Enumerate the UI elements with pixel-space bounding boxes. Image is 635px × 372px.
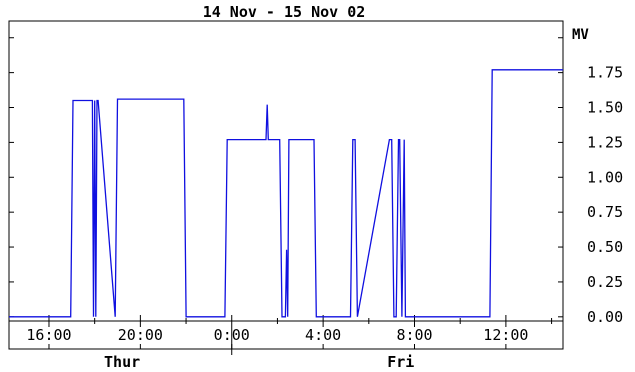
y-tick-label: 0.00 [587,308,623,326]
y-tick-label: 1.75 [587,64,623,82]
chart-title: 14 Nov - 15 Nov 02 [203,3,366,21]
y-axis-label: MV [572,27,589,43]
plot-frame [8,20,564,350]
x-tick-label: 8:00 [396,326,432,344]
x-tick-label: 20:00 [118,326,163,344]
x-axis-ticks: 16:00 20:00 0:00 4:00 8:00 12:00 [26,315,553,355]
y-tick-label: 0.50 [587,238,623,256]
y-tick-label: 0.75 [587,203,623,221]
y-tick-label: 1.00 [587,168,623,186]
day-labels: Thur Fri [104,353,414,371]
series-group [9,69,563,318]
y-tick-label: 1.50 [587,99,623,117]
y-axis-ticks: 0.00 0.25 0.50 0.75 1.00 1.25 1.50 1.75 [9,37,623,326]
y-tick-label: 1.25 [587,133,623,151]
x-tick-label: 4:00 [305,326,341,344]
day-label: Thur [104,353,140,371]
x-tick-label: 12:00 [483,326,528,344]
day-label: Fri [387,353,414,371]
series-line [9,69,563,318]
y-tick-label: 0.25 [587,273,623,291]
x-tick-label: 16:00 [26,326,71,344]
